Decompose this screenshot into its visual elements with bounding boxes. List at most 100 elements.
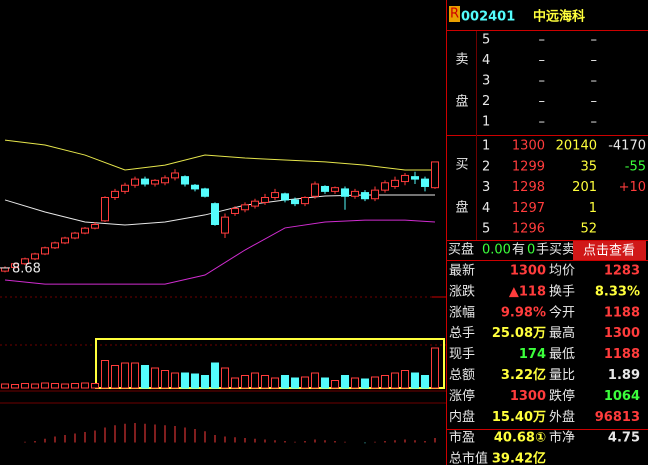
candle-body xyxy=(141,178,149,185)
volume-bar xyxy=(361,378,369,389)
candle-body xyxy=(171,172,179,179)
volume-bar xyxy=(21,383,29,389)
candle-body xyxy=(331,187,339,192)
candle-body xyxy=(11,263,19,268)
buy-volume: 201 xyxy=(572,180,597,195)
candle-body xyxy=(251,200,259,207)
buy-change: -55 xyxy=(625,159,646,174)
buy-price: 1300 xyxy=(512,139,545,154)
volume-bar xyxy=(281,375,289,389)
stat-value: 9.98% xyxy=(501,305,546,320)
grid xyxy=(0,296,446,404)
volume-bar xyxy=(151,367,159,389)
candle-body xyxy=(261,197,269,203)
stat-value: 40.68① xyxy=(494,431,546,446)
sell-volume: – xyxy=(591,53,598,68)
button[interactable]: 点击查看 xyxy=(583,243,635,259)
volume-bar xyxy=(321,377,329,389)
buy-price: 1297 xyxy=(512,201,545,216)
volume-bar xyxy=(101,360,109,389)
volume-bar xyxy=(161,370,169,389)
low-marker: 8.68 xyxy=(12,261,41,276)
volume-bar xyxy=(331,380,339,389)
order-bar: 有 xyxy=(512,243,525,258)
candle-body xyxy=(431,161,439,189)
volume-bar xyxy=(371,376,379,389)
candle-body xyxy=(281,193,289,201)
stat-value: 3.22亿 xyxy=(501,367,546,383)
volume-bar xyxy=(271,377,279,389)
volume-bar xyxy=(211,362,219,389)
badge-bg xyxy=(449,6,460,22)
candle-body xyxy=(61,237,69,244)
stat-label: 涨停 xyxy=(449,388,475,404)
stat-label: 最低 xyxy=(549,347,575,362)
sell-volume: – xyxy=(591,94,598,109)
order-bar: 0.00 xyxy=(482,243,511,258)
volume-bar xyxy=(421,375,429,389)
stat-label: 涨跌 xyxy=(449,283,475,299)
badge: R xyxy=(450,7,459,22)
stat-value: 96813 xyxy=(595,410,640,425)
sell-price: – xyxy=(539,53,546,68)
buy-label: 盘 xyxy=(455,200,468,216)
candle-body xyxy=(291,199,299,205)
volume-bar xyxy=(181,372,189,389)
stat-value: 8.33% xyxy=(595,284,640,299)
level: 4 xyxy=(482,53,490,68)
volume-bar xyxy=(141,365,149,389)
volume-bar xyxy=(221,367,229,389)
volume-bar xyxy=(51,383,59,389)
volume-bar xyxy=(91,383,99,389)
button-bg[interactable] xyxy=(573,241,646,260)
buy-change: -4170 xyxy=(608,139,646,154)
candle-body xyxy=(221,216,229,234)
stat-value: ▲118 xyxy=(509,284,546,299)
candle-body xyxy=(111,190,119,199)
candle-body xyxy=(51,242,59,249)
candle-body xyxy=(91,223,99,229)
candle-body xyxy=(151,179,159,185)
candle-body xyxy=(321,185,329,192)
volume-bar xyxy=(431,347,439,389)
order-bar: 0 xyxy=(527,243,535,258)
volume-bar xyxy=(241,375,249,389)
volume-bar xyxy=(351,377,359,389)
level: 2 xyxy=(482,94,490,109)
volume-bar xyxy=(231,377,239,389)
level: 5 xyxy=(482,33,490,48)
stat-label: 涨幅 xyxy=(449,305,475,320)
sell-price: – xyxy=(539,33,546,48)
stat-label: 均价 xyxy=(549,264,575,279)
stat-label: 总手 xyxy=(449,326,475,341)
stat-value: 25.08万 xyxy=(492,326,546,341)
stat-label: 市净 xyxy=(549,430,575,446)
candle-body xyxy=(211,203,219,225)
volume-bar xyxy=(401,370,409,389)
buy-price: 1296 xyxy=(512,222,545,237)
candle-body xyxy=(311,183,319,197)
stock-code: 002401 xyxy=(461,10,515,25)
volume-bar xyxy=(11,384,19,389)
candle-body xyxy=(201,188,209,197)
candle-body xyxy=(271,192,279,199)
level: 5 xyxy=(482,222,490,237)
candle-body xyxy=(191,184,199,190)
sell-price: – xyxy=(539,74,546,89)
candle-body xyxy=(101,197,109,222)
stat-label: 外盘 xyxy=(549,409,575,425)
level: 1 xyxy=(482,115,490,130)
stat-value: 15.40万 xyxy=(492,410,546,425)
volume-bar xyxy=(381,375,389,389)
stat-value: 1.89 xyxy=(608,368,640,383)
buy-volume: 20140 xyxy=(556,139,597,154)
stat-value: 39.42亿 xyxy=(492,451,546,465)
buy-volume: 1 xyxy=(589,201,597,216)
sell-label: 卖 xyxy=(455,53,468,68)
stat-label: 最新 xyxy=(449,263,475,279)
candle-body xyxy=(371,189,379,200)
candle-body xyxy=(31,253,39,260)
candle-body xyxy=(81,227,89,234)
candle-body xyxy=(341,188,349,197)
volume-bar xyxy=(81,382,89,389)
